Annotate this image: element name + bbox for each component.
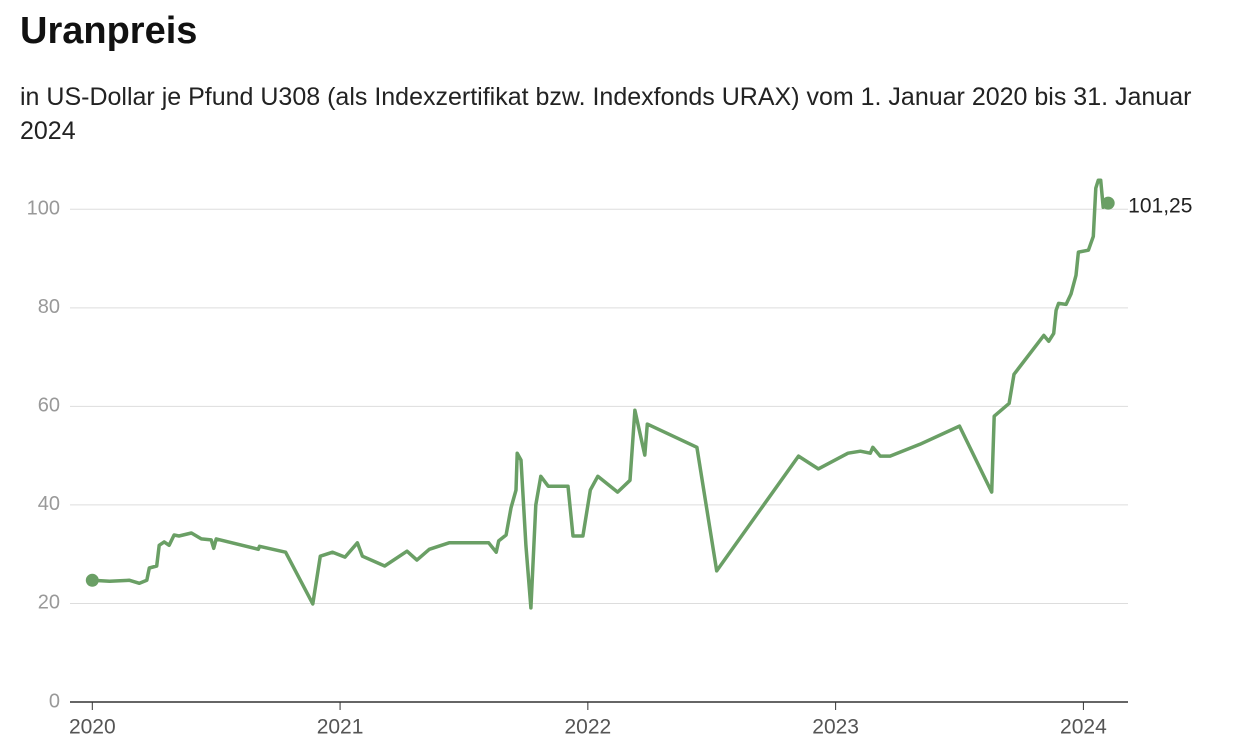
y-tick-label: 80 — [38, 296, 60, 318]
price-line — [92, 178, 1110, 610]
x-tick-label: 2024 — [1060, 716, 1107, 739]
y-tick-label: 0 — [49, 690, 60, 712]
y-tick-label: 60 — [38, 395, 60, 417]
end-point — [85, 573, 99, 587]
x-tick-label: 2021 — [317, 716, 364, 739]
x-tick-label: 2020 — [69, 716, 116, 739]
chart-subtitle: in US-Dollar je Pfund U308 (als Indexzer… — [20, 83, 1192, 145]
y-tick-label: 100 — [27, 198, 60, 220]
y-tick-label: 40 — [38, 493, 60, 515]
end-point — [1101, 196, 1115, 210]
x-tick-label: 2023 — [812, 716, 859, 739]
chart-title: Uranpreis — [20, 10, 198, 52]
value-label: 101,25 — [1128, 195, 1192, 218]
x-tick-label: 2022 — [564, 716, 611, 739]
y-tick-label: 20 — [38, 592, 60, 614]
